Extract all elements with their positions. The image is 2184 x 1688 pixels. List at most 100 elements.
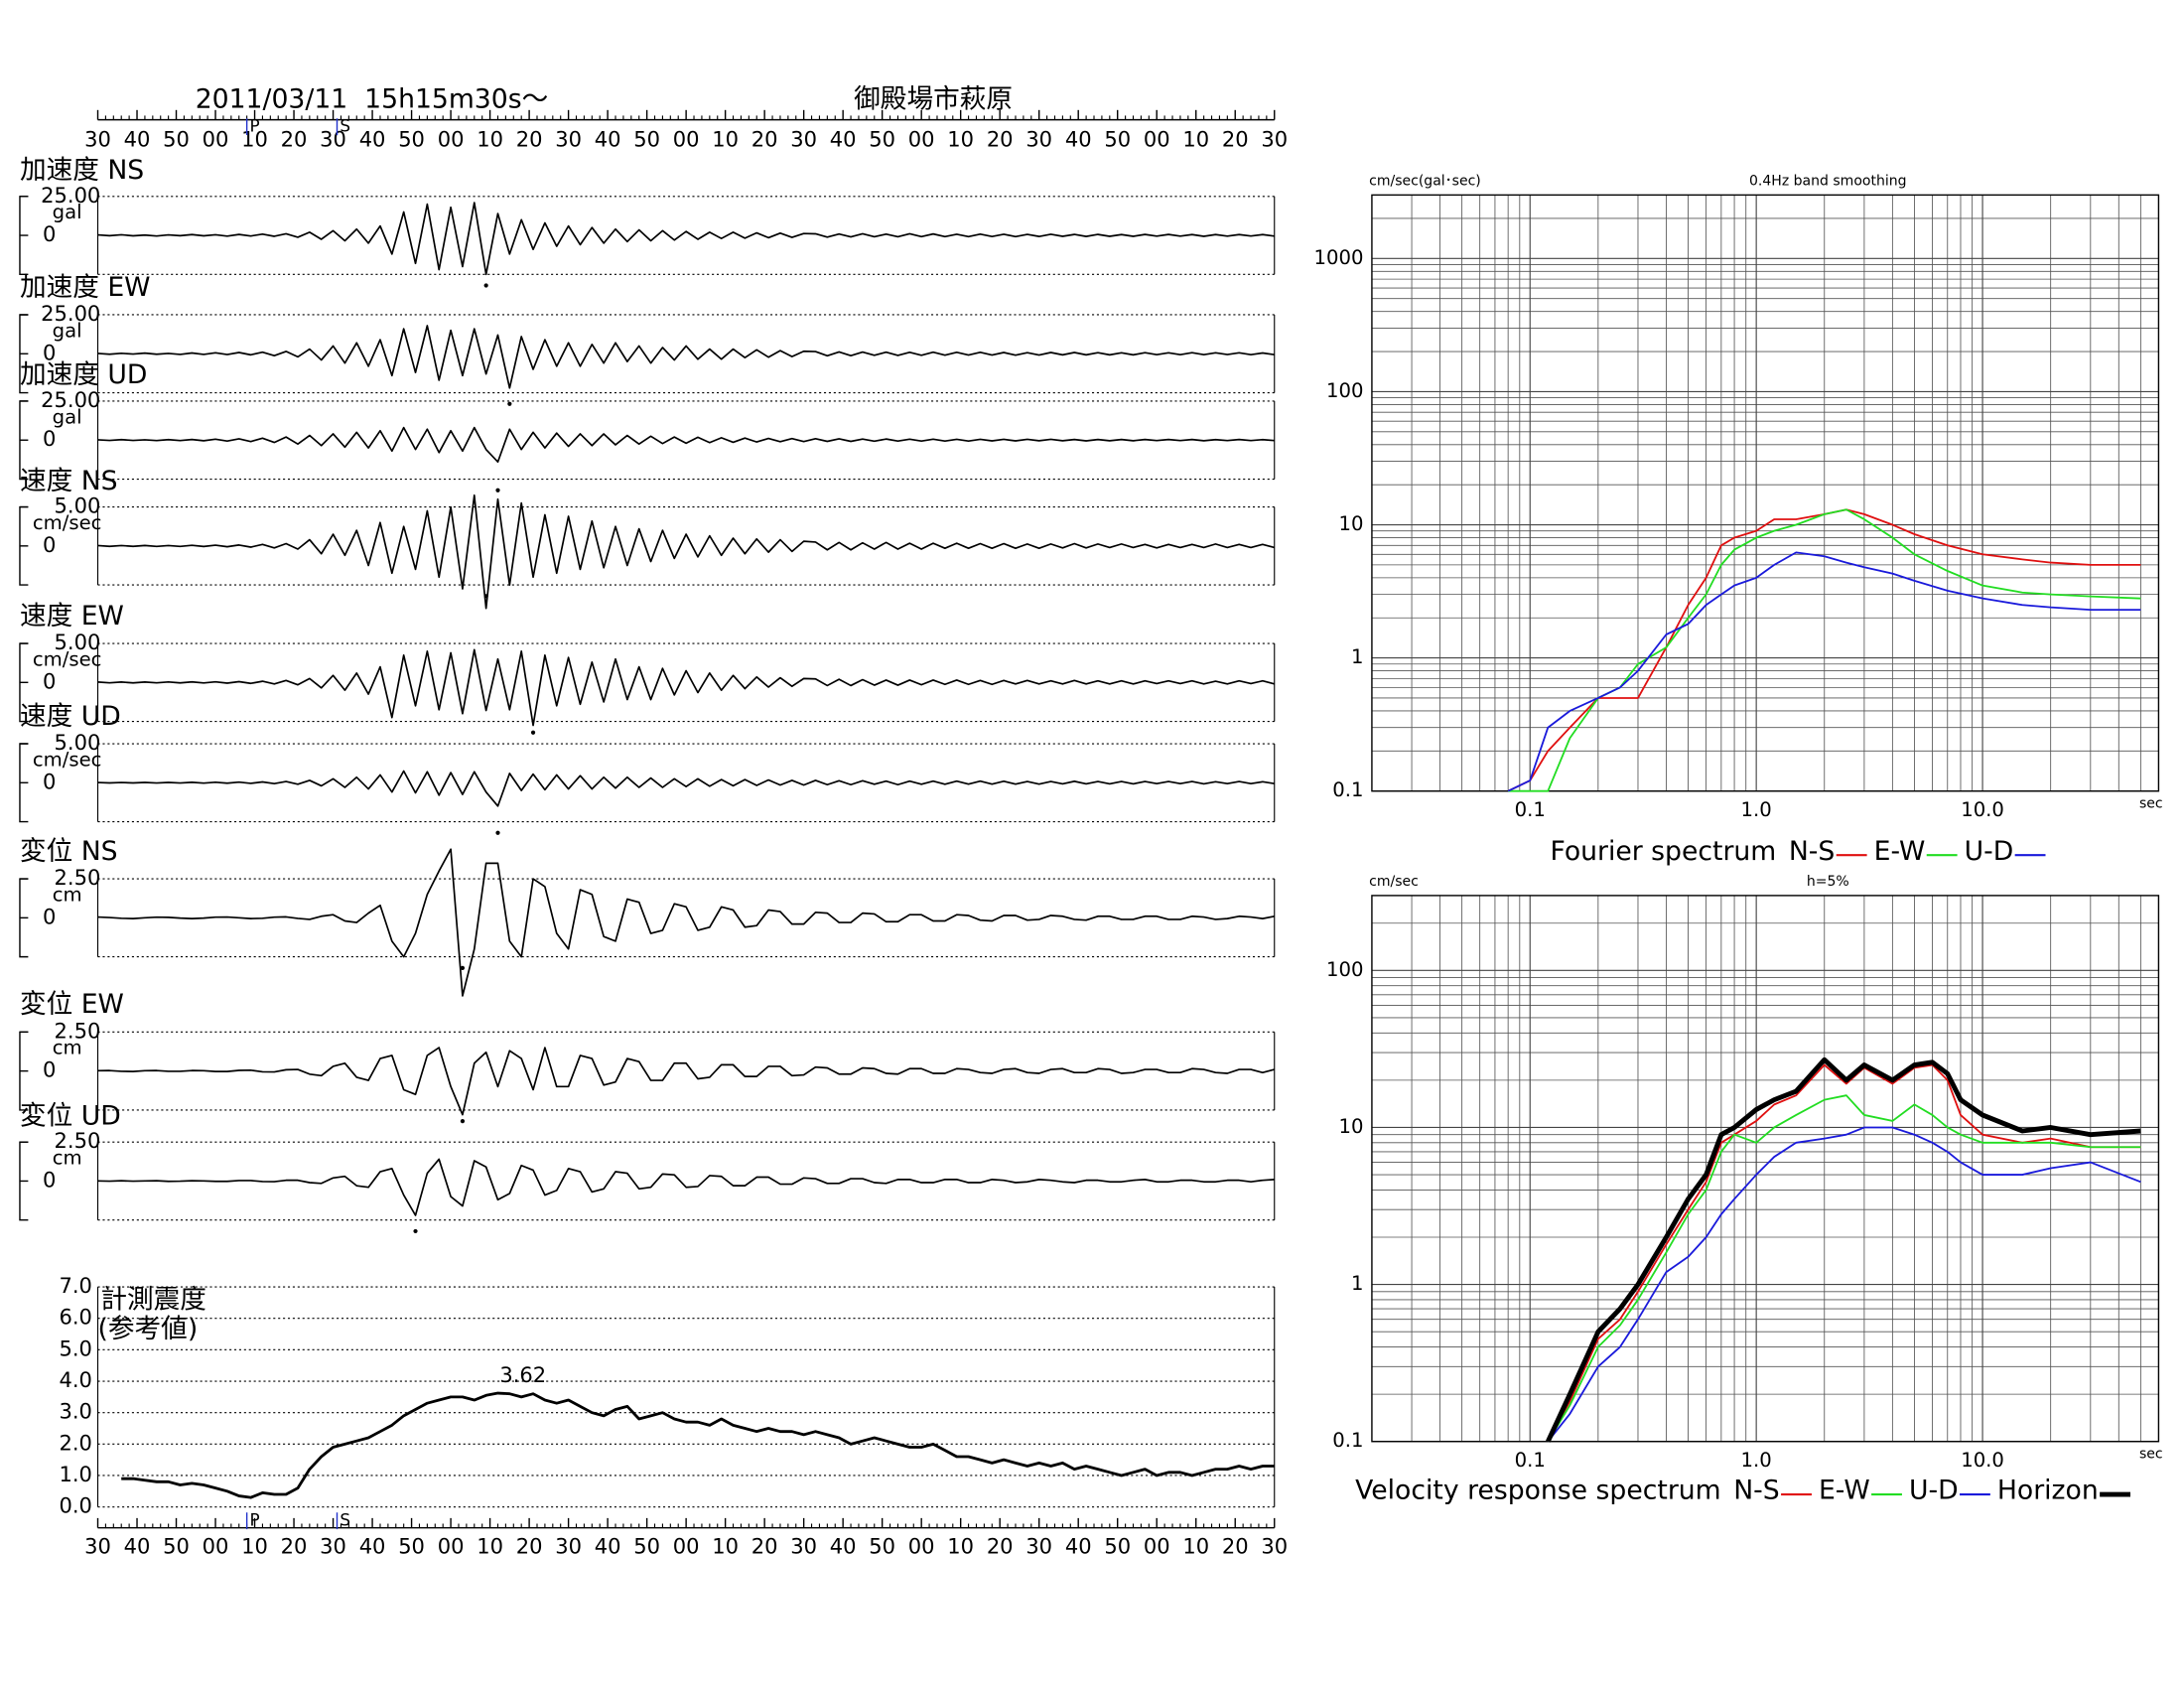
x-axis-label: sec: [2139, 1446, 2163, 1462]
waveform: [97, 648, 1275, 727]
peak-dot: [495, 830, 500, 835]
y-tick-label: 1000: [1314, 246, 1364, 269]
time-tick-label: 40: [830, 127, 857, 152]
x-tick-label: 1.0: [1741, 798, 1772, 821]
phase-label: S: [340, 116, 350, 136]
time-tick-label: 00: [673, 127, 700, 152]
trace-title: 速度 NS: [20, 466, 118, 496]
legend-label: E-W: [1874, 836, 1926, 867]
waveform: [97, 848, 1275, 997]
time-tick-label: 50: [163, 1533, 190, 1558]
trace-title: 加速度 NS: [20, 155, 144, 186]
spectrum-line: [1547, 1063, 2141, 1443]
time-tick-label: 30: [320, 127, 346, 152]
time-tick-label: 20: [516, 127, 543, 152]
phase-label: P: [249, 1510, 259, 1530]
x-axis-label: sec: [2139, 795, 2163, 811]
trace-unit: cm/sec: [33, 748, 102, 771]
waveform: [97, 1158, 1275, 1216]
y-tick-label: 25.00: [41, 301, 100, 326]
time-tick-label: 50: [869, 1533, 895, 1558]
time-tick-label: 10: [712, 1533, 739, 1558]
time-tick-label: 30: [320, 1533, 346, 1558]
time-tick-label: 40: [124, 1533, 151, 1558]
time-tick-label: 20: [1222, 1533, 1249, 1558]
legend-label: U-D: [1965, 836, 2014, 867]
y-tick-label: 0: [43, 1167, 56, 1192]
spectrum-line: [1547, 1126, 2141, 1443]
time-tick-label: 00: [908, 127, 935, 152]
time-tick-label: 30: [790, 1533, 817, 1558]
time-tick-label: 40: [830, 1533, 857, 1558]
time-tick-label: 30: [555, 127, 582, 152]
time-tick-label: 10: [1182, 1533, 1209, 1558]
trace-title: 速度 EW: [20, 601, 124, 632]
time-tick-label: 00: [908, 1533, 935, 1558]
y-tick-label: 25.00: [41, 183, 100, 208]
y-tick-label: 0.1: [1332, 1429, 1363, 1452]
time-tick-label: 50: [163, 127, 190, 152]
trace-unit: cm: [53, 883, 82, 906]
trace-title: 加速度 UD: [20, 359, 147, 390]
y-axis-label: cm/sec: [1369, 874, 1419, 890]
x-tick-label: 10.0: [1961, 798, 2004, 821]
spectrum-line: [1507, 551, 2141, 792]
time-tick-label: 10: [477, 127, 503, 152]
time-tick-label: 00: [438, 127, 465, 152]
y-tick-label: 0: [43, 221, 56, 246]
y-tick-label: 0: [43, 532, 56, 557]
y-tick-label: 1.0: [59, 1462, 91, 1486]
peak-dot: [413, 1228, 418, 1234]
time-tick-label: 40: [359, 127, 386, 152]
y-tick-label: 2.50: [55, 1018, 101, 1043]
time-tick-label: 40: [1065, 1533, 1092, 1558]
time-tick-label: 30: [555, 1533, 582, 1558]
station-name: 御殿場市萩原: [854, 83, 1013, 114]
legend-title: Velocity response spectrum: [1355, 1476, 1721, 1506]
trace-title: 速度 UD: [20, 701, 121, 732]
peak-dot: [483, 283, 488, 288]
y-tick-label: 5.00: [55, 493, 101, 518]
time-tick-label: 40: [595, 1533, 621, 1558]
y-tick-label: 0: [43, 1057, 56, 1082]
y-tick-label: 6.0: [59, 1305, 91, 1330]
intensity-line: [121, 1391, 1275, 1499]
time-tick-label: 10: [1182, 127, 1209, 152]
phase-label: P: [249, 116, 259, 136]
legend-label: N-S: [1733, 1476, 1779, 1506]
y-tick-label: 5.0: [59, 1336, 91, 1360]
y-tick-label: 0: [43, 769, 56, 793]
y-tick-label: 5.00: [55, 730, 101, 755]
y-tick-label: 2.50: [55, 1128, 101, 1153]
time-tick-label: 30: [1261, 1533, 1288, 1558]
y-tick-label: 10: [1339, 512, 1364, 535]
y-tick-label: 7.0: [59, 1273, 91, 1298]
y-tick-label: 0: [43, 904, 56, 928]
y-tick-label: 0.0: [59, 1493, 91, 1518]
time-tick-label: 50: [633, 127, 660, 152]
spectrum-line: [1507, 508, 2141, 792]
peak-dot: [495, 488, 500, 492]
y-tick-label: 2.0: [59, 1430, 91, 1455]
time-tick-label: 50: [1104, 127, 1131, 152]
time-tick-label: 20: [281, 1533, 308, 1558]
plot-frame: [1371, 895, 2160, 1443]
waveform: [97, 325, 1275, 389]
time-tick-label: 00: [438, 1533, 465, 1558]
legend-label: N-S: [1789, 836, 1835, 867]
time-tick-label: 40: [359, 1533, 386, 1558]
trace-unit: cm: [53, 1037, 82, 1059]
peak-dot: [460, 1119, 466, 1124]
intensity-subtitle: (参考値): [98, 1314, 199, 1344]
spectrum-line: [1546, 1056, 2141, 1443]
x-tick-label: 1.0: [1741, 1449, 1772, 1472]
trace-unit: gal: [53, 319, 82, 342]
plot-frame: [1371, 194, 2160, 792]
x-tick-label: 0.1: [1515, 798, 1546, 821]
waveform: [97, 202, 1275, 276]
record-date: 2011/03/11 15h15m30s〜: [196, 83, 549, 114]
time-tick-label: 40: [1065, 127, 1092, 152]
time-tick-label: 10: [947, 127, 974, 152]
